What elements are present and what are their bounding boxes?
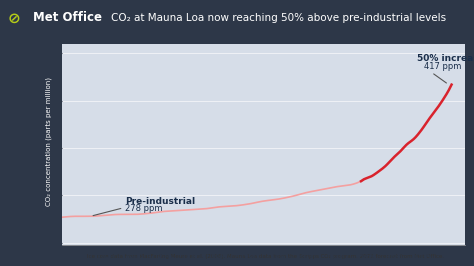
Text: Ice core data from MacFarling Meure et al. (2006). Mauna Loa data from the Scrip: Ice core data from MacFarling Meure et a… xyxy=(87,254,444,259)
Text: CO₂ concentration (parts per million): CO₂ concentration (parts per million) xyxy=(45,77,52,206)
Text: 50% increase: 50% increase xyxy=(417,54,474,63)
Text: CO₂ at Mauna Loa now reaching 50% above pre-industrial levels: CO₂ at Mauna Loa now reaching 50% above … xyxy=(111,13,447,23)
Text: Met Office: Met Office xyxy=(33,11,102,24)
Text: 417 ppm: 417 ppm xyxy=(424,61,462,70)
Text: Pre-industrial: Pre-industrial xyxy=(125,197,195,206)
Text: 278 ppm: 278 ppm xyxy=(125,203,163,213)
Y-axis label: CO₂ concentration (parts per million): CO₂ concentration (parts per million) xyxy=(25,73,34,215)
Text: ⊘: ⊘ xyxy=(7,10,20,26)
